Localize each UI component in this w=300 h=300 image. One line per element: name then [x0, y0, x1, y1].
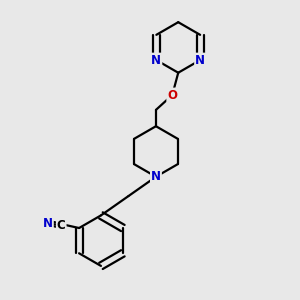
Text: C: C: [57, 218, 66, 232]
Text: N: N: [43, 217, 53, 230]
Text: O: O: [167, 88, 177, 101]
Text: N: N: [195, 54, 205, 67]
Text: N: N: [152, 54, 161, 67]
Text: N: N: [151, 170, 161, 183]
